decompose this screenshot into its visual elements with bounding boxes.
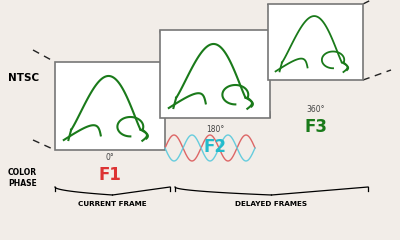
Bar — [55, 62, 165, 150]
Text: F1: F1 — [98, 166, 122, 184]
Text: NTSC: NTSC — [8, 73, 39, 83]
Text: F2: F2 — [204, 138, 226, 156]
Text: 180°: 180° — [206, 126, 224, 134]
Text: 0°: 0° — [106, 154, 114, 162]
Bar — [268, 4, 363, 80]
Text: CURRENT FRAME: CURRENT FRAME — [78, 201, 146, 207]
Text: 360°: 360° — [307, 106, 325, 114]
Text: COLOR
PHASE: COLOR PHASE — [8, 168, 37, 188]
Bar — [160, 30, 270, 118]
Text: DELAYED FRAMES: DELAYED FRAMES — [235, 201, 307, 207]
Text: F3: F3 — [304, 118, 328, 136]
